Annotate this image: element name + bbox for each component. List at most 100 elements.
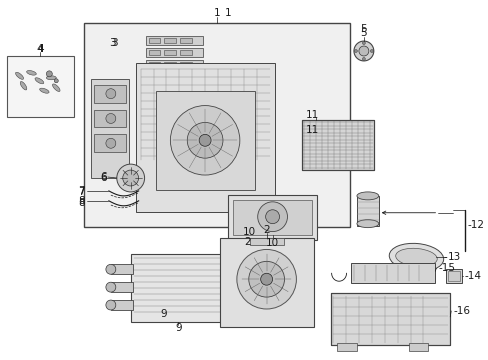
Text: -14: -14 xyxy=(463,271,480,281)
Circle shape xyxy=(260,273,272,285)
Text: 1: 1 xyxy=(224,8,231,18)
Bar xyxy=(111,300,132,310)
Bar xyxy=(336,343,356,351)
Bar xyxy=(94,109,125,127)
Bar xyxy=(148,50,160,55)
Circle shape xyxy=(369,50,372,53)
Circle shape xyxy=(46,71,52,77)
Bar xyxy=(220,238,314,327)
Bar xyxy=(145,36,203,45)
Text: 10: 10 xyxy=(265,238,279,248)
Circle shape xyxy=(199,134,211,146)
Circle shape xyxy=(54,79,58,83)
Bar xyxy=(447,271,459,281)
Circle shape xyxy=(358,46,368,56)
Bar xyxy=(330,293,449,345)
Text: 11: 11 xyxy=(305,109,318,120)
Circle shape xyxy=(106,282,116,292)
Ellipse shape xyxy=(46,76,56,80)
Text: 6: 6 xyxy=(100,172,107,182)
Text: 9: 9 xyxy=(175,323,181,333)
Ellipse shape xyxy=(20,81,27,90)
Circle shape xyxy=(117,164,144,192)
Circle shape xyxy=(106,89,116,99)
Text: 8: 8 xyxy=(78,198,85,208)
Text: 4: 4 xyxy=(36,44,42,54)
Bar xyxy=(249,238,284,246)
Bar xyxy=(232,200,312,235)
Text: 7: 7 xyxy=(78,186,85,196)
Bar xyxy=(180,38,192,43)
Bar xyxy=(227,195,317,239)
Ellipse shape xyxy=(40,88,49,93)
Circle shape xyxy=(106,113,116,123)
Text: -12: -12 xyxy=(466,220,483,230)
Circle shape xyxy=(236,249,296,309)
Ellipse shape xyxy=(52,84,60,91)
Bar xyxy=(302,121,373,170)
Bar xyxy=(145,60,203,69)
Text: 6: 6 xyxy=(100,173,107,183)
Bar xyxy=(94,85,125,103)
Bar xyxy=(356,196,378,226)
Circle shape xyxy=(106,264,116,274)
Circle shape xyxy=(354,50,357,53)
Bar xyxy=(148,38,160,43)
Circle shape xyxy=(170,105,239,175)
Circle shape xyxy=(106,300,116,310)
Circle shape xyxy=(362,58,365,60)
Bar xyxy=(350,264,434,283)
Text: 5: 5 xyxy=(360,24,366,34)
Ellipse shape xyxy=(35,78,44,84)
Ellipse shape xyxy=(395,248,436,266)
Bar xyxy=(180,62,192,67)
Text: 2: 2 xyxy=(244,237,250,247)
Bar xyxy=(130,255,224,322)
Text: 2: 2 xyxy=(263,225,269,235)
Text: 7: 7 xyxy=(78,187,85,197)
Ellipse shape xyxy=(16,72,23,79)
Bar xyxy=(164,50,176,55)
Text: 4: 4 xyxy=(37,44,43,54)
Bar xyxy=(111,282,132,292)
Bar xyxy=(407,343,427,351)
Bar xyxy=(164,38,176,43)
Text: 5: 5 xyxy=(360,28,366,38)
Circle shape xyxy=(257,202,287,231)
Bar xyxy=(94,134,125,152)
Bar xyxy=(164,62,176,67)
Bar xyxy=(330,293,449,345)
Text: 3: 3 xyxy=(109,38,115,48)
Ellipse shape xyxy=(356,192,378,200)
Circle shape xyxy=(122,170,139,186)
Circle shape xyxy=(248,261,284,297)
Text: -16: -16 xyxy=(452,306,469,316)
Bar xyxy=(302,121,373,170)
Bar xyxy=(148,62,160,67)
Text: 10: 10 xyxy=(243,226,256,237)
Ellipse shape xyxy=(26,71,36,75)
Circle shape xyxy=(353,41,373,61)
Bar xyxy=(446,269,461,283)
Text: 8: 8 xyxy=(78,196,85,206)
Text: 3: 3 xyxy=(111,38,117,48)
Text: -: - xyxy=(442,252,446,262)
Bar xyxy=(155,91,254,190)
Bar xyxy=(91,79,128,178)
Bar xyxy=(135,63,274,212)
Ellipse shape xyxy=(388,243,443,271)
Circle shape xyxy=(265,210,279,224)
Text: 13: 13 xyxy=(447,252,461,262)
Text: 11: 11 xyxy=(305,125,318,135)
Bar xyxy=(7,56,74,117)
Circle shape xyxy=(106,138,116,148)
Circle shape xyxy=(362,41,365,45)
Bar xyxy=(180,50,192,55)
Bar xyxy=(84,23,349,227)
Bar xyxy=(111,264,132,274)
Text: -15: -15 xyxy=(437,263,454,273)
Text: 9: 9 xyxy=(160,309,166,319)
Ellipse shape xyxy=(356,220,378,228)
Polygon shape xyxy=(89,33,229,76)
Bar xyxy=(145,48,203,57)
